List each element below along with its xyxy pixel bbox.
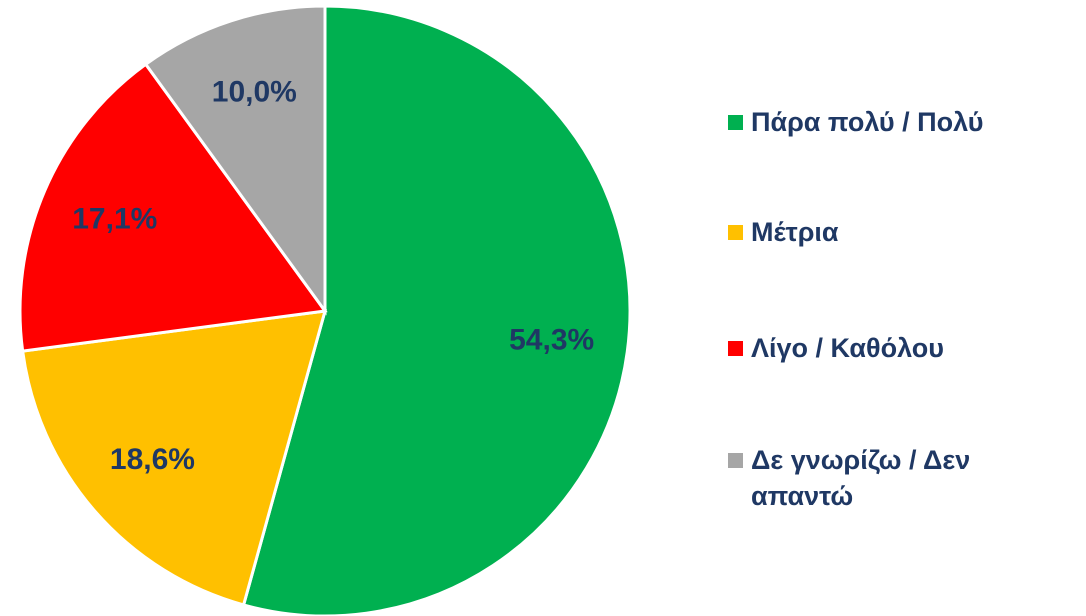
slice (143, 4, 327, 316)
slice (241, 4, 632, 616)
pie-area: 54,3% 18,6% 17,1% 10,0% (18, 4, 632, 616)
legend-label: Λίγο / Καθόλου (751, 333, 944, 363)
legend-label: Δε γνωρίζω / Δεν απαντώ (751, 445, 971, 511)
legend-label: Πάρα πολύ / Πολύ (751, 107, 984, 137)
legend-swatch (728, 115, 743, 130)
legend-item: Λίγο / Καθόλου (728, 330, 1068, 366)
legend-swatch (728, 453, 743, 468)
data-label: 54,3% (509, 324, 594, 357)
legend-label: Μέτρια (751, 217, 839, 247)
data-label: 10,0% (212, 75, 297, 108)
slice (18, 62, 328, 353)
data-label: 18,6% (110, 443, 195, 476)
data-label: 17,1% (72, 203, 157, 236)
legend-item: Δε γνωρίζω / Δεν απαντώ (728, 442, 1068, 514)
legend-swatch (728, 225, 743, 240)
legend-swatch (728, 341, 743, 356)
slice (20, 309, 328, 607)
legend-item: Μέτρια (728, 214, 1068, 250)
legend-item: Πάρα πολύ / Πολύ (728, 104, 1068, 140)
